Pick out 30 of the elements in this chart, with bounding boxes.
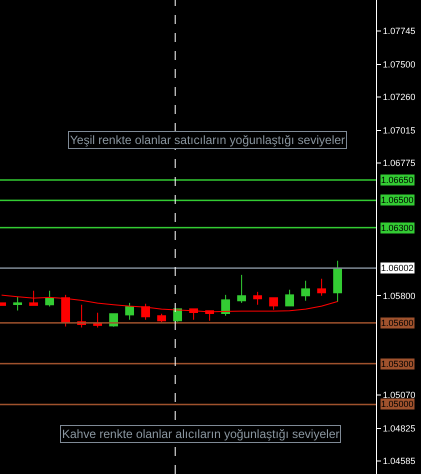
y-tick-label: 1.07500: [382, 60, 416, 70]
ref-line-label: 1.06300: [381, 223, 414, 233]
ref-line-label: 1.06500: [381, 195, 414, 205]
y-tick-label: 1.07260: [382, 92, 416, 102]
y-tick-label: 1.04825: [382, 423, 416, 434]
candlestick: [125, 302, 134, 320]
candlestick: [93, 312, 102, 328]
candlestick: [253, 291, 262, 306]
ref-line-label: 1.05600: [381, 318, 414, 328]
candlestick: [285, 289, 294, 306]
y-tick-label: 1.04585: [382, 456, 416, 466]
ref-line-label: 1.05300: [381, 359, 414, 369]
annotation: Yeşil renkte olanlar satıcıların yoğunlaştığı seviyeler: [70, 133, 346, 147]
candlestick: [333, 260, 342, 302]
y-tick-label: 1.07015: [382, 125, 416, 136]
candlestick: [301, 280, 310, 302]
candlestick: [157, 313, 166, 323]
candlestick: [317, 278, 326, 296]
y-tick-label: 1.05070: [382, 390, 416, 400]
candlestick: [237, 274, 246, 304]
ref-line-label: 1.06002: [381, 263, 414, 273]
candlestick: [45, 290, 54, 308]
ref-line-label: 1.05000: [381, 399, 414, 409]
candlestick: [13, 296, 22, 311]
ref-line-label: 1.06650: [381, 175, 414, 185]
annotation: Kahve renkte olanlar alıcıların yoğunlaştığı seviyeler: [62, 427, 340, 441]
y-tick-label: 1.06775: [382, 158, 416, 168]
y-tick-label: 1.07745: [382, 26, 416, 36]
y-tick-label: 1.05800: [382, 290, 416, 301]
candlestick: [221, 294, 230, 316]
